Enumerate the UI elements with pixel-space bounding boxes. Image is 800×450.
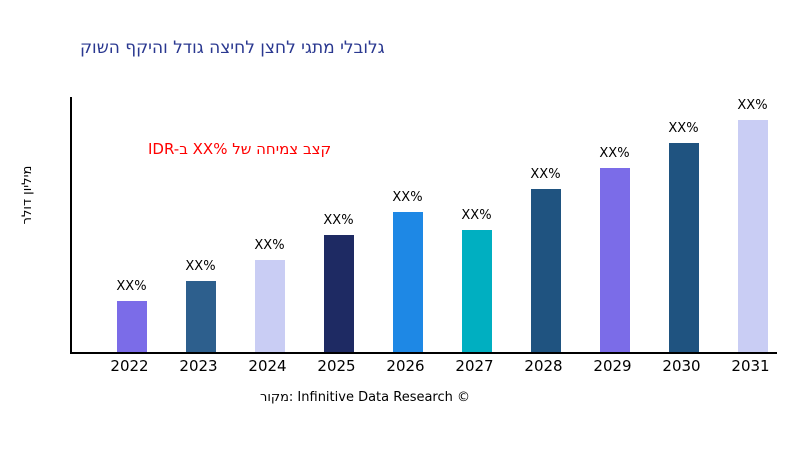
source-credit: רוקמ: Infinitive Data Research ©	[259, 390, 471, 405]
x-tick-label: 2024	[248, 357, 287, 375]
bar-value-label: XX%	[254, 238, 285, 253]
bar-value-label: XX%	[599, 146, 630, 161]
bar-group: XX%	[580, 97, 649, 352]
growth-annotation: IDR-ב XX% לש החימצ בצק	[148, 140, 332, 158]
x-tick-label: 2023	[179, 357, 218, 375]
bar-value-label: XX%	[392, 190, 423, 205]
bar	[323, 235, 354, 352]
x-tick-label: 2022	[110, 357, 149, 375]
bar-value-label: XX%	[737, 98, 768, 113]
bar-group: XX%	[718, 97, 787, 352]
bar-value-label: XX%	[323, 213, 354, 228]
bar-group: XX%	[97, 97, 166, 352]
bar	[461, 230, 492, 352]
x-tick-label: 2031	[731, 357, 770, 375]
bar-group: XX%	[511, 97, 580, 352]
x-axis-ticks: 2022 2023 2024 2025 2026 2027 2028 2029 2030 2031	[95, 357, 785, 375]
bar-group: XX%	[442, 97, 511, 352]
bar-value-label: XX%	[668, 121, 699, 136]
bar	[530, 189, 561, 352]
bars-container: XX% XX% XX% XX% XX% XX% XX% XX% XX% XX%	[97, 97, 787, 352]
bar-group: XX%	[166, 97, 235, 352]
y-axis-label: רלוד ןוילימ	[20, 165, 35, 225]
bar-value-label: XX%	[461, 208, 492, 223]
bar	[116, 301, 147, 352]
bar-value-label: XX%	[530, 167, 561, 182]
bar-value-label: XX%	[185, 259, 216, 274]
x-tick-label: 2027	[455, 357, 494, 375]
chart-title: קושה ףקיהו לדוג הציחל ןצחל יגתמ ילבולג	[80, 38, 385, 58]
bar-group: XX%	[235, 97, 304, 352]
bar-value-label: XX%	[116, 279, 147, 294]
plot-area: XX% XX% XX% XX% XX% XX% XX% XX% XX% XX%	[70, 97, 777, 354]
x-tick-label: 2025	[317, 357, 356, 375]
bar	[254, 260, 285, 352]
bar-group: XX%	[373, 97, 442, 352]
bar-group: XX%	[304, 97, 373, 352]
bar	[185, 281, 216, 352]
x-tick-label: 2028	[524, 357, 563, 375]
bar	[737, 120, 768, 352]
x-tick-label: 2026	[386, 357, 425, 375]
x-tick-label: 2029	[593, 357, 632, 375]
bar	[599, 168, 630, 352]
bar-group: XX%	[649, 97, 718, 352]
x-tick-label: 2030	[662, 357, 701, 375]
bar	[392, 212, 423, 352]
bar	[668, 143, 699, 352]
